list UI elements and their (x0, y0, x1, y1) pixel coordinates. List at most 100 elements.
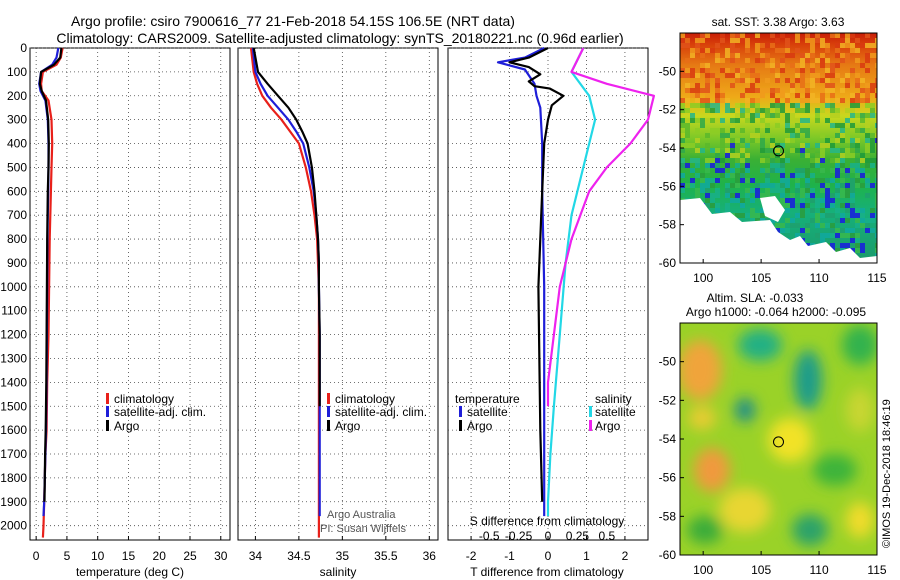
x-tick-label: 1 (583, 549, 590, 563)
s-tick-label: -0.25 (505, 529, 533, 543)
difference-axes-frame (447, 47, 649, 541)
imos-watermark: ©IMOS 19-Dec-2018 18:46:19 (881, 399, 893, 548)
legend-swatch-climatology (327, 393, 330, 404)
map-x-tick-label: 110 (809, 271, 828, 285)
y-tick-label: 800 (7, 232, 27, 246)
legend-swatch-s-argo (589, 420, 592, 431)
sla-map-subtitle: Argo h1000: -0.064 h2000: -0.095 (686, 305, 866, 319)
legend-label-satellite: satellite-adj. clim. (335, 405, 427, 419)
x-tick-label: 35 (336, 549, 350, 563)
y-tick-label: 1300 (0, 351, 27, 365)
sst-no-data-area (680, 198, 877, 263)
y-tick-label: 700 (7, 208, 27, 222)
legend-label-s-satellite: satellite (595, 405, 636, 419)
difference-series (496, 47, 656, 517)
sla-map-panel: Altim. SLA: -0.033 Argo h1000: -0.064 h2… (659, 291, 893, 577)
sst-field (680, 33, 877, 263)
x-tick-label: 34.5 (287, 549, 311, 563)
salinity-xticks: 34 34.5 35 35.5 36 (249, 536, 437, 563)
map-y-tick-label: -52 (659, 103, 677, 117)
x-tick-label: 5 (64, 549, 71, 563)
difference-legend: temperature satellite Argo salinity sate… (455, 392, 636, 433)
s-tick-label: 0.25 (566, 529, 590, 543)
x-tick-label: 0 (545, 549, 552, 563)
salinity-axes-frame (237, 47, 439, 541)
map-y-tick-label: -58 (659, 509, 677, 523)
legend-swatch-satellite (106, 406, 109, 417)
series-line-temperature-argo (508, 47, 565, 502)
s-tick-label: 0.5 (598, 529, 615, 543)
x-tick-label: 2 (622, 549, 629, 563)
temperature-xlabel: temperature (deg C) (76, 565, 184, 579)
difference-sticks: -0.5 -0.25 0 0.25 0.5 (479, 529, 616, 543)
temperature-legend: climatology satellite-adj. clim. Argo (106, 392, 206, 433)
legend-swatch-t-argo (459, 420, 462, 431)
y-tick-label: 900 (7, 256, 27, 270)
legend-swatch-s-satellite (589, 406, 592, 417)
series-line-salinity-argo (546, 47, 656, 407)
legend-label-argo: Argo (335, 419, 361, 433)
x-tick-label: 10 (91, 549, 105, 563)
x-tick-label: 20 (153, 549, 167, 563)
salinity-ygrid (238, 47, 438, 527)
y-tick-label: 1600 (0, 423, 27, 437)
temperature-ygrid (30, 47, 230, 527)
series-line-argo (252, 47, 321, 407)
map-y-tick-label: -54 (659, 141, 677, 155)
map-x-tick-label: 100 (693, 563, 713, 577)
x-tick-label: -1 (504, 549, 515, 563)
difference-xlabel: T difference from climatology (470, 565, 624, 579)
temperature-axes-frame (29, 47, 231, 541)
salinity-panel: 34 34.5 35 35.5 36 climatology satellite-adj… (237, 47, 439, 579)
sla-xticks: 100 105 110 115 (693, 551, 887, 577)
x-tick-label: 0 (33, 549, 40, 563)
y-tick-label: 400 (7, 137, 27, 151)
sst-yticks: -50 -52 -54 -56 -58 -60 (659, 64, 684, 270)
salinity-annotation-line1: Argo Australia (327, 509, 396, 521)
legend-swatch-argo (327, 420, 330, 431)
y-tick-label: 1900 (0, 495, 27, 509)
y-tick-label: 1400 (0, 375, 27, 389)
x-tick-label: -2 (466, 549, 477, 563)
temperature-series (38, 47, 64, 538)
salinity-xlabel: salinity (320, 565, 357, 579)
x-tick-label: 34 (249, 549, 263, 563)
map-x-tick-label: 110 (809, 563, 828, 577)
map-x-tick-label: 105 (751, 271, 771, 285)
x-tick-label: 15 (122, 549, 136, 563)
salinity-annotation-line2: PI: Susan Wijffels (320, 523, 406, 535)
series-line-temperature-satellite (496, 47, 546, 517)
legend-swatch-satellite (327, 406, 330, 417)
map-y-tick-label: -56 (659, 179, 677, 193)
map-y-tick-label: -50 (659, 355, 677, 369)
y-tick-label: 100 (7, 65, 27, 79)
legend-label-t-argo: Argo (467, 419, 493, 433)
legend-label-climatology: climatology (114, 392, 174, 406)
x-tick-label: 36 (423, 549, 437, 563)
figure-title-line1: Argo profile: csiro 7900616_77 21-Feb-20… (71, 13, 515, 29)
map-y-tick-label: -54 (659, 432, 677, 446)
s-tick-label: -0.5 (479, 529, 500, 543)
map-x-tick-label: 100 (693, 271, 713, 285)
sst-xticks: 100 105 110 115 (693, 259, 887, 285)
y-tick-label: 2000 (0, 519, 27, 533)
legend-title-salinity: salinity (595, 392, 632, 406)
legend-swatch-climatology (106, 393, 109, 404)
legend-label-climatology: climatology (335, 392, 395, 406)
legend-title-temperature: temperature (455, 392, 520, 406)
y-tick-label: 1800 (0, 471, 27, 485)
legend-label-s-argo: Argo (595, 419, 621, 433)
temperature-yticks: 0 100 200 300 400 500 600 700 800 900 1000 1100 1200… (0, 41, 27, 533)
sla-field (680, 323, 877, 555)
sst-no-data-patch (760, 196, 785, 222)
sla-blobs (680, 325, 877, 546)
sst-map-panel: sat. SST: 3.38 Argo: 3.63 100 105 110 115 -… (659, 15, 887, 285)
salinity-series (249, 47, 321, 538)
sst-argo-location-marker (773, 145, 784, 157)
difference-panel: -2 -1 0 1 2 -0.5 -0.25 0 0.25 0.5 temperature sa… (447, 47, 656, 579)
salinity-legend: climatology satellite-adj. clim. Argo (327, 392, 427, 433)
y-tick-label: 0 (20, 41, 27, 55)
legend-label-argo: Argo (114, 419, 140, 433)
map-y-tick-label: -60 (659, 256, 677, 270)
